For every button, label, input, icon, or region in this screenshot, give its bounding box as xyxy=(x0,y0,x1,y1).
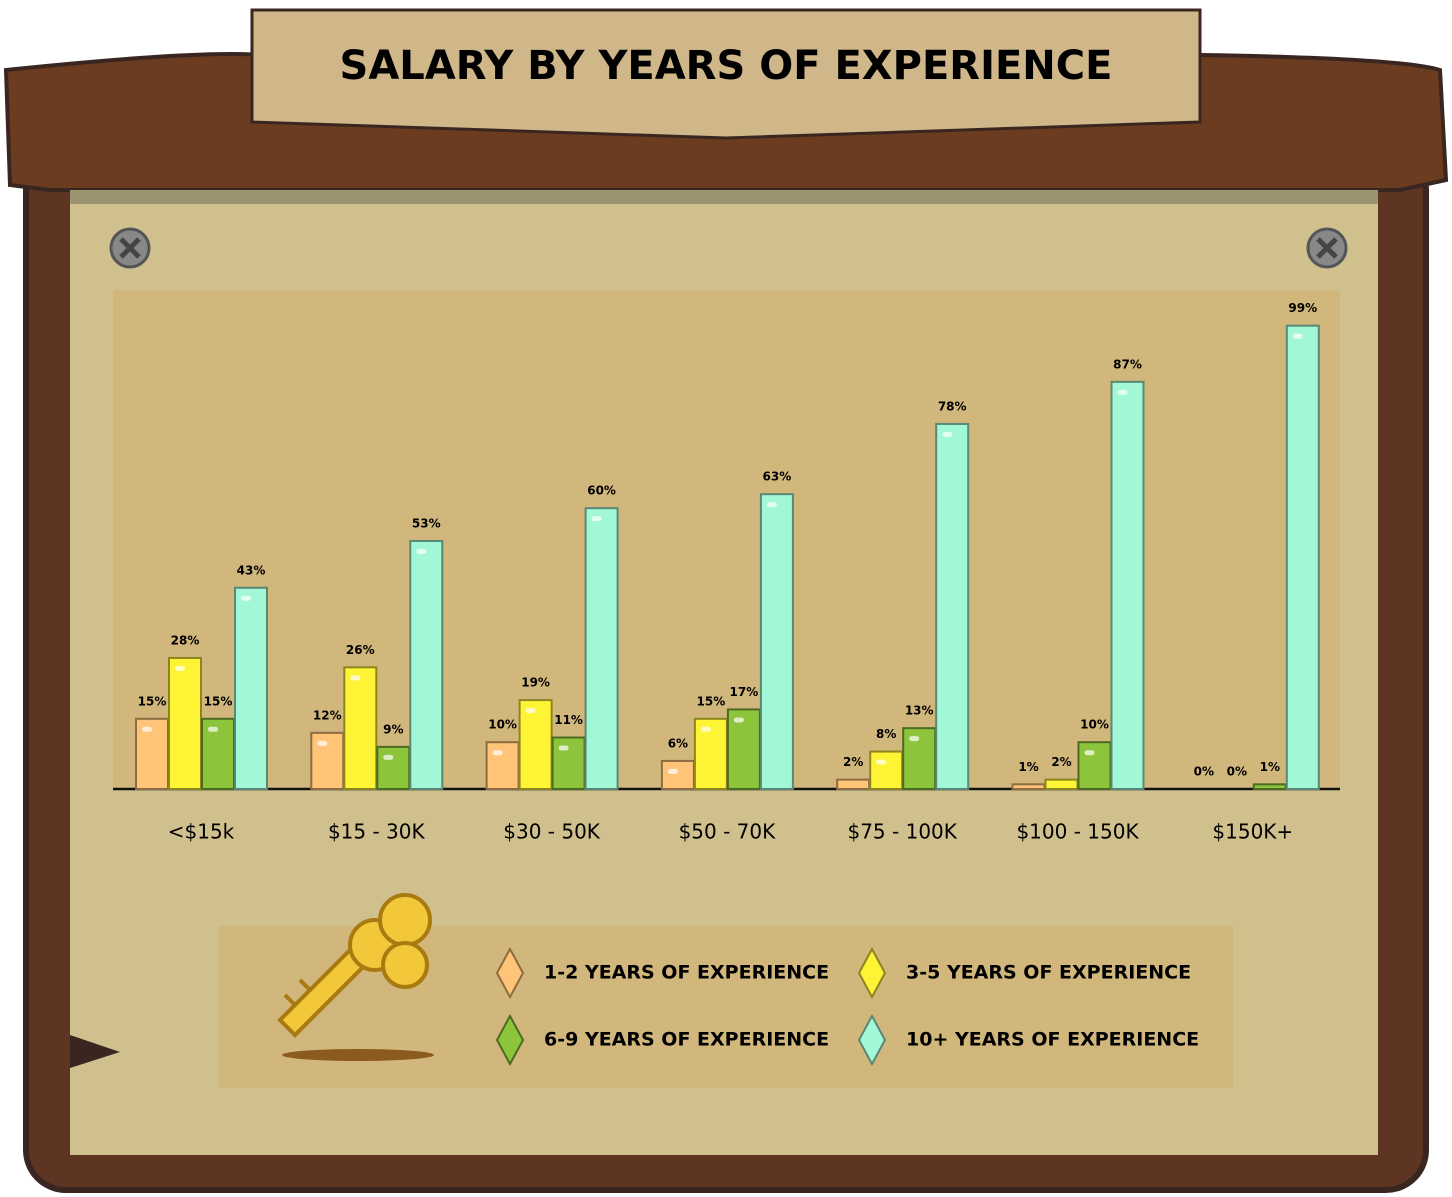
data-label: 15% xyxy=(204,694,233,708)
bar xyxy=(761,494,793,789)
bar-shine xyxy=(1118,390,1128,395)
bar xyxy=(1013,784,1045,789)
bar-shine xyxy=(350,675,360,680)
bar-shine xyxy=(383,755,393,760)
data-label: 87% xyxy=(1113,357,1142,371)
bar xyxy=(344,667,376,789)
data-label: 43% xyxy=(237,563,266,577)
bar xyxy=(936,424,968,789)
x-tick-label: $50 - 70K xyxy=(679,820,777,844)
bar xyxy=(169,658,201,789)
data-label: 15% xyxy=(138,694,167,708)
bar-shine xyxy=(942,432,952,437)
data-label: 1% xyxy=(1018,760,1038,774)
data-label: 63% xyxy=(763,470,792,484)
bar xyxy=(1046,780,1078,789)
bar-shine xyxy=(734,717,744,722)
bar xyxy=(311,733,343,789)
x-tick-label: <$15k xyxy=(168,820,235,844)
data-label: 9% xyxy=(383,722,403,736)
data-label: 8% xyxy=(876,727,896,741)
legend-label: 1-2 YEARS OF EXPERIENCE xyxy=(544,962,829,984)
data-label: 19% xyxy=(521,676,550,690)
bar-shine xyxy=(701,727,711,732)
data-label: 26% xyxy=(346,643,375,657)
bar-shine xyxy=(668,769,678,774)
x-tick-label: $150K+ xyxy=(1212,820,1293,844)
x-tick-label: $75 - 100K xyxy=(847,820,957,844)
data-label: 10% xyxy=(1080,718,1109,732)
data-label: 78% xyxy=(938,399,967,413)
bar-shine xyxy=(559,746,569,751)
bar-shine xyxy=(317,741,327,746)
data-label: 12% xyxy=(313,708,342,722)
bar-shine xyxy=(493,750,503,755)
data-label: 11% xyxy=(554,713,583,727)
bar-shine xyxy=(208,727,218,732)
data-label: 0% xyxy=(1227,765,1247,779)
data-label: 15% xyxy=(697,694,726,708)
bar-shine xyxy=(876,760,886,765)
shadow xyxy=(70,190,1378,204)
chart: SALARY BY YEARS OF EXPERIENCE <$15k 15% 28… xyxy=(0,0,1452,1197)
bar xyxy=(870,752,902,789)
data-label: 0% xyxy=(1194,765,1214,779)
bar xyxy=(837,780,869,789)
bar xyxy=(520,700,552,789)
data-label: 60% xyxy=(587,484,616,498)
x-tick-label: $15 - 30K xyxy=(328,820,426,844)
bar xyxy=(553,738,585,789)
legend-label: 6-9 YEARS OF EXPERIENCE xyxy=(544,1029,829,1051)
data-label: 99% xyxy=(1288,301,1317,315)
bar xyxy=(1112,382,1144,789)
bar xyxy=(410,541,442,789)
bar-shine xyxy=(526,708,536,713)
bar xyxy=(1254,784,1286,789)
bar-shine xyxy=(909,736,919,741)
bar xyxy=(662,761,694,789)
data-label: 53% xyxy=(412,516,441,530)
bar-shine xyxy=(142,727,152,732)
plot-area xyxy=(113,290,1340,789)
bar xyxy=(1287,326,1319,789)
x-tick-label: $30 - 50K xyxy=(503,820,601,844)
legend-label: 3-5 YEARS OF EXPERIENCE xyxy=(906,962,1191,984)
bar-shine xyxy=(1293,334,1303,339)
data-label: 2% xyxy=(1051,755,1071,769)
x-tick-label: $100 - 150K xyxy=(1016,820,1139,844)
bar-shine xyxy=(416,549,426,554)
bar-shine xyxy=(592,516,602,521)
data-label: 17% xyxy=(730,685,759,699)
bar xyxy=(235,588,267,789)
bar-shine xyxy=(175,666,185,671)
data-label: 2% xyxy=(843,755,863,769)
bar xyxy=(1079,742,1111,789)
bar xyxy=(487,742,519,789)
data-label: 28% xyxy=(171,633,200,647)
bar xyxy=(377,747,409,789)
legend-label: 10+ YEARS OF EXPERIENCE xyxy=(906,1029,1199,1051)
bar-shine xyxy=(241,596,251,601)
page: SALARY BY YEARS OF EXPERIENCE <$15k 15% 28… xyxy=(0,0,1452,1197)
chart-title: SALARY BY YEARS OF EXPERIENCE xyxy=(340,43,1113,89)
bar-shine xyxy=(767,502,777,507)
bar xyxy=(586,508,618,789)
data-label: 6% xyxy=(668,736,688,750)
data-label: 1% xyxy=(1260,760,1280,774)
key-shadow xyxy=(282,1049,434,1061)
bar xyxy=(728,709,760,789)
bar xyxy=(903,728,935,789)
bar-shine xyxy=(1085,750,1095,755)
data-label: 13% xyxy=(905,704,934,718)
data-label: 10% xyxy=(488,718,517,732)
